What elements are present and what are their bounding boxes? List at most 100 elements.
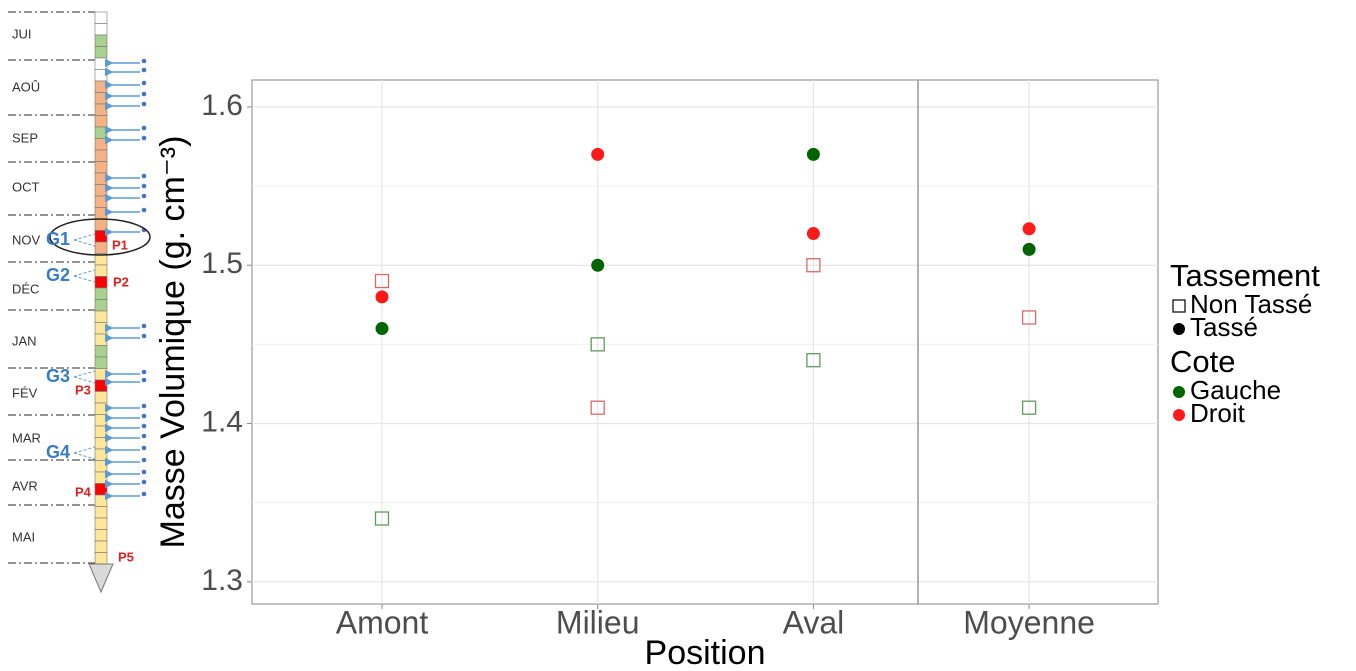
month-label: AOÛ bbox=[12, 79, 40, 94]
timeline-cell bbox=[94, 172, 108, 185]
group-label: G1 bbox=[46, 229, 70, 249]
point bbox=[374, 273, 390, 289]
timeline-cell bbox=[94, 437, 108, 450]
legend-label: Gauche bbox=[1190, 375, 1281, 405]
group-label: G3 bbox=[46, 366, 70, 386]
point bbox=[590, 337, 605, 352]
point bbox=[806, 258, 821, 273]
rain-drop bbox=[141, 173, 147, 179]
month-label: AVR bbox=[12, 478, 38, 493]
point bbox=[1021, 400, 1037, 415]
group-link bbox=[73, 370, 96, 378]
group-link bbox=[73, 269, 96, 277]
point-label: P5 bbox=[118, 549, 134, 564]
month-label: MAI bbox=[12, 529, 35, 544]
timeline-cell bbox=[94, 230, 108, 243]
timeline-cell bbox=[94, 161, 108, 174]
legend-swatch bbox=[1173, 409, 1185, 421]
month-label: FÉV bbox=[12, 385, 38, 400]
point bbox=[806, 147, 820, 161]
group-label: G4 bbox=[46, 442, 70, 462]
rain-drop bbox=[141, 125, 147, 131]
point-label: P2 bbox=[113, 274, 129, 289]
rain-drop bbox=[141, 403, 147, 409]
x-tick-label: Aval bbox=[783, 604, 845, 640]
month-label: JUI bbox=[12, 26, 32, 41]
group-link bbox=[73, 446, 96, 454]
timeline-cell bbox=[94, 57, 108, 70]
rain-drop bbox=[141, 183, 147, 189]
group-link bbox=[73, 452, 96, 460]
point bbox=[806, 227, 820, 241]
point bbox=[1022, 242, 1036, 256]
y-tick-label: 1.3 bbox=[201, 564, 243, 597]
rain-drop bbox=[141, 413, 147, 419]
month-label: JAN bbox=[12, 333, 37, 348]
timeline-cell bbox=[94, 356, 108, 369]
timeline-cell bbox=[94, 368, 108, 381]
timeline-cell bbox=[94, 126, 108, 139]
timeline-cell bbox=[94, 425, 108, 438]
point-label: P4 bbox=[75, 484, 92, 499]
timeline-cell bbox=[94, 276, 108, 289]
point bbox=[374, 511, 390, 526]
timeline-cell bbox=[94, 11, 108, 24]
chart: Position Masse Volumique (g. cm⁻³) 1.3 1.… bbox=[154, 79, 1320, 671]
point-label: P3 bbox=[75, 382, 91, 397]
rain-drop bbox=[141, 323, 147, 329]
point bbox=[375, 322, 389, 336]
timeline-cell bbox=[94, 494, 108, 507]
timeline-cell bbox=[94, 80, 108, 93]
highlight-ellipse bbox=[49, 218, 151, 256]
group-link bbox=[73, 275, 96, 283]
rain-drop bbox=[141, 491, 147, 497]
timeline-cell bbox=[94, 103, 108, 116]
timeline-cell bbox=[94, 402, 108, 415]
point bbox=[1022, 222, 1036, 236]
timeline-cell bbox=[94, 46, 108, 59]
timeline-cell bbox=[94, 195, 108, 208]
timeline-cell bbox=[94, 391, 108, 404]
point bbox=[591, 258, 605, 272]
rain-drop bbox=[141, 101, 147, 107]
month-label: DÉC bbox=[12, 281, 39, 296]
timeline-cell bbox=[94, 552, 108, 565]
timeline-cell bbox=[94, 299, 108, 312]
rain-drop bbox=[141, 193, 147, 199]
rain-drop bbox=[141, 67, 147, 73]
timeline-cell bbox=[94, 184, 108, 197]
group-label: G2 bbox=[46, 265, 70, 285]
rain-drop bbox=[141, 80, 147, 86]
timeline: JUI AOÛ SEP OCT NOV DÉC JAN FÉV MAR AVR MAI G1 G2 G3 G… bbox=[8, 11, 151, 594]
rain-drop bbox=[141, 58, 147, 64]
timeline-cell bbox=[94, 149, 108, 162]
y-axis-title: Masse Volumique (g. cm⁻³) bbox=[154, 136, 192, 549]
timeline-cell bbox=[94, 69, 108, 82]
point bbox=[1021, 310, 1037, 325]
timeline-cell bbox=[94, 506, 108, 519]
month-label: MAR bbox=[12, 430, 41, 445]
timeline-cell bbox=[94, 310, 108, 323]
timeline-cell bbox=[94, 345, 108, 358]
y-tick-label: 1.6 bbox=[201, 89, 243, 122]
point bbox=[590, 400, 605, 415]
timeline-cell bbox=[94, 34, 108, 47]
point bbox=[806, 353, 821, 368]
timeline-cell bbox=[94, 414, 108, 427]
rain-drop bbox=[141, 333, 147, 339]
group-link bbox=[73, 239, 96, 247]
legend-swatch bbox=[1172, 299, 1186, 313]
timeline-cell bbox=[94, 264, 108, 277]
point-label: P1 bbox=[112, 237, 128, 252]
timeline-cell bbox=[94, 540, 108, 553]
legend-label: Non Tassé bbox=[1190, 289, 1312, 319]
rain-drop bbox=[141, 135, 147, 141]
x-tick-label: Moyenne bbox=[963, 604, 1095, 640]
point bbox=[375, 290, 389, 304]
timeline-cell bbox=[94, 287, 108, 300]
x-tick-label: Milieu bbox=[556, 604, 640, 640]
legend-swatch bbox=[1173, 386, 1185, 398]
timeline-cell bbox=[94, 529, 108, 542]
rain-drop bbox=[141, 423, 147, 429]
rain-drop bbox=[141, 479, 147, 485]
